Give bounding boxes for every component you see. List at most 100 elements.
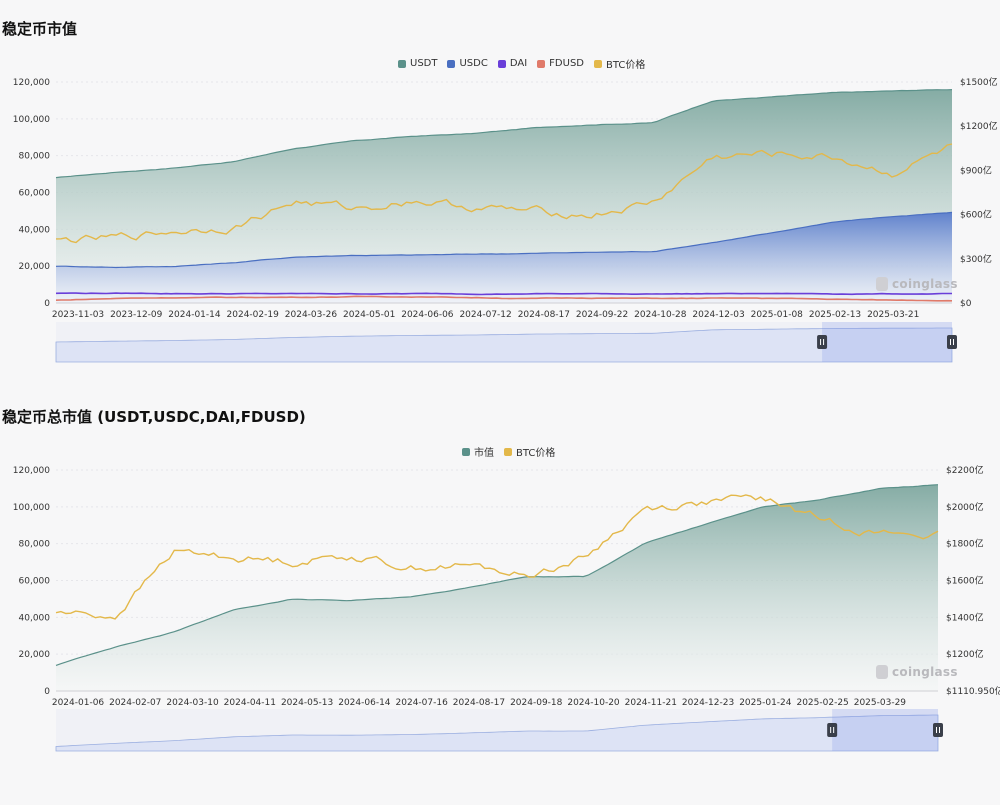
- legend-swatch: [594, 59, 602, 68]
- x-tick: 2024-07-12: [459, 310, 511, 320]
- chart2-watermark: coinglass: [892, 665, 958, 679]
- legend-swatch: [447, 59, 456, 68]
- legend-label: BTC价格: [606, 60, 646, 71]
- range-handle-right[interactable]: [933, 723, 943, 737]
- y-left-tick: 40,000: [19, 613, 51, 623]
- area-市值: [56, 484, 938, 691]
- legend-label: USDC: [459, 58, 488, 69]
- x-tick: 2024-01-06: [52, 698, 105, 708]
- x-tick: 2024-11-21: [625, 698, 677, 708]
- area-USDC: [56, 212, 952, 303]
- chart1-watermark: coinglass: [892, 277, 958, 291]
- chart1-watermark-icon: [876, 277, 888, 291]
- legend-label: USDT: [410, 58, 438, 69]
- legend-swatch: [497, 59, 506, 68]
- range-slider-preview: [55, 327, 953, 363]
- y-right-tick: $1500亿: [960, 76, 998, 88]
- y-right-tick: $900亿: [960, 164, 992, 176]
- x-tick: 2024-05-13: [281, 698, 333, 708]
- x-tick: 2023-12-09: [110, 310, 163, 320]
- chart1-legend: USDT USDC DAI FDUSD BTC价格: [398, 56, 645, 71]
- x-tick: 2024-04-11: [224, 698, 276, 708]
- y-right-tick: $0: [960, 299, 972, 309]
- x-tick: 2024-02-07: [109, 698, 161, 708]
- series-line-FDUSD: [55, 295, 953, 302]
- y-left-tick: 20,000: [19, 262, 51, 272]
- x-tick: 2024-03-10: [166, 698, 219, 708]
- series-line-DAI: [55, 292, 952, 296]
- range-slider-selection[interactable]: [822, 322, 952, 362]
- x-tick: 2024-08-17: [518, 310, 570, 320]
- y-right-tick: $2000亿: [946, 501, 984, 513]
- series-line-市值: [55, 484, 939, 666]
- range-slider-selection[interactable]: [832, 709, 938, 751]
- x-tick: 2024-10-20: [567, 698, 620, 708]
- y-left-tick: 80,000: [19, 152, 51, 162]
- legend-swatch: [537, 59, 546, 68]
- series-line-BTC价格: [55, 494, 939, 620]
- y-right-tick: $2200亿: [946, 464, 984, 476]
- x-tick: 2025-02-25: [796, 698, 848, 708]
- range-handle-right[interactable]: [947, 335, 957, 349]
- y-right-tick: $600亿: [960, 209, 992, 221]
- range-handle-left[interactable]: [817, 335, 828, 349]
- chart2-legend: 市值 BTC价格: [462, 444, 555, 459]
- x-tick: 2024-02-19: [227, 310, 280, 320]
- y-left-tick: 120,000: [13, 466, 50, 476]
- legend-item-DAI[interactable]: DAI: [497, 58, 528, 69]
- y-left-tick: 0: [44, 687, 50, 697]
- y-right-tick: $1800亿: [946, 538, 984, 550]
- series-line-BTC价格: [55, 143, 953, 244]
- legend-item-FDUSD[interactable]: FDUSD: [537, 58, 584, 69]
- y-left-tick: 100,000: [13, 503, 50, 513]
- y-left-tick: 60,000: [19, 189, 51, 199]
- x-tick: 2024-06-14: [338, 698, 391, 708]
- y-right-tick: $1110.950亿: [946, 685, 1000, 697]
- series-line-USDT: [55, 89, 953, 179]
- legend-item-USDC[interactable]: USDC: [447, 58, 488, 69]
- chart2-watermark-icon: [876, 665, 888, 679]
- chart1-title: 稳定币市值: [2, 20, 78, 38]
- legend-swatch: [504, 447, 512, 456]
- y-right-tick: $300亿: [960, 253, 992, 265]
- x-tick: 2024-05-01: [343, 310, 395, 320]
- legend-label: 市值: [474, 448, 494, 459]
- chart2-plot: 0 20,000 40,000 60,000 80,000 100,000 120,000 $…: [13, 464, 1000, 752]
- legend-item-BTC价格[interactable]: BTC价格: [594, 56, 645, 71]
- y-left-tick: 100,000: [13, 115, 50, 125]
- legend-label: FDUSD: [549, 58, 584, 69]
- chart2-title: 稳定币总市值 (USDT,USDC,DAI,FDUSD): [2, 408, 306, 426]
- y-left-tick: 60,000: [19, 577, 51, 587]
- y-right-tick: $1200亿: [946, 648, 984, 660]
- y-left-tick: 0: [44, 299, 50, 309]
- legend-swatch: [398, 59, 406, 68]
- x-tick: 2024-06-06: [401, 310, 454, 320]
- legend-item-BTC价格[interactable]: BTC价格: [504, 444, 555, 459]
- y-left-tick: 80,000: [19, 540, 51, 550]
- x-tick: 2025-03-21: [867, 310, 919, 320]
- legend-item-市值[interactable]: 市值: [462, 444, 494, 459]
- legend-swatch: [462, 447, 470, 456]
- series-line-USDC: [55, 211, 953, 269]
- x-tick: 2024-03-26: [285, 310, 338, 320]
- x-tick: 2024-09-22: [576, 310, 628, 320]
- x-tick: 2024-01-14: [168, 310, 221, 320]
- chart1-plot: 0 20,000 40,000 60,000 80,000 100,000 120,000 $…: [13, 76, 998, 363]
- x-tick: 2024-12-23: [682, 698, 734, 708]
- legend-label: DAI: [509, 58, 528, 69]
- y-right-tick: $1400亿: [946, 611, 984, 623]
- range-handle-left[interactable]: [827, 723, 838, 737]
- x-tick: 2024-07-16: [396, 698, 449, 708]
- y-left-tick: 40,000: [19, 225, 51, 235]
- x-tick: 2023-11-03: [52, 310, 104, 320]
- x-tick: 2024-09-18: [510, 698, 563, 708]
- x-tick: 2025-03-29: [854, 698, 907, 708]
- legend-label: BTC价格: [516, 448, 556, 459]
- y-right-tick: $1200亿: [960, 120, 998, 132]
- x-tick: 2025-02-13: [809, 310, 861, 320]
- x-tick: 2024-12-03: [692, 310, 744, 320]
- x-tick: 2025-01-08: [751, 310, 804, 320]
- y-left-tick: 20,000: [19, 650, 51, 660]
- legend-item-USDT[interactable]: USDT: [398, 58, 437, 69]
- x-tick: 2024-10-28: [634, 310, 687, 320]
